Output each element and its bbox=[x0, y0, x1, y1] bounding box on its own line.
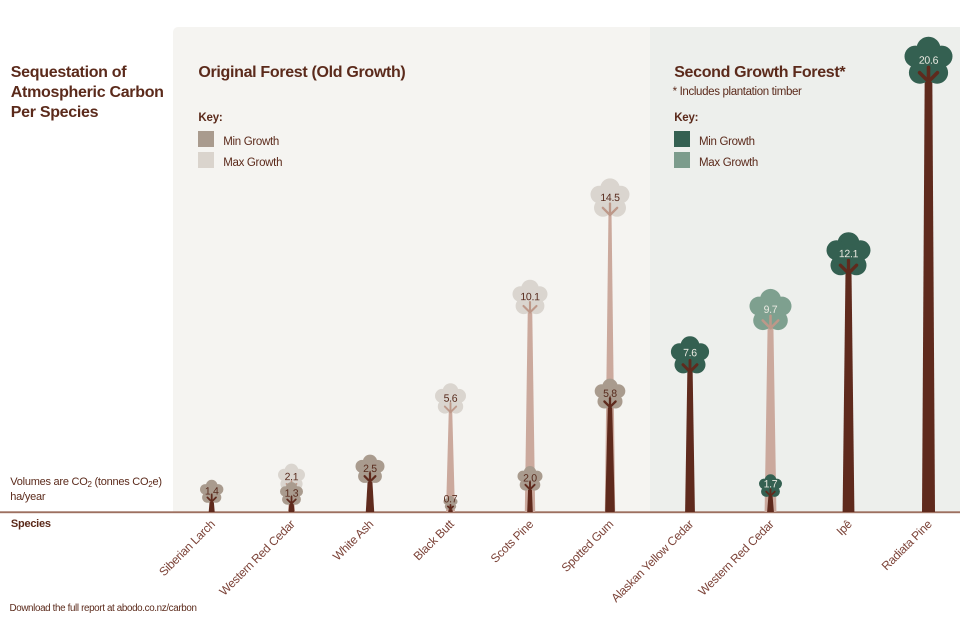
svg-text:Scots Pine: Scots Pine bbox=[488, 517, 537, 566]
svg-text:Spotted Gum: Spotted Gum bbox=[559, 517, 617, 575]
svg-text:2.5: 2.5 bbox=[363, 463, 377, 475]
svg-text:10.1: 10.1 bbox=[520, 291, 540, 303]
svg-text:Radiata Pine: Radiata Pine bbox=[879, 517, 935, 573]
svg-text:Alaskan Yellow Cedar: Alaskan Yellow Cedar bbox=[608, 517, 696, 605]
svg-text:5.8: 5.8 bbox=[603, 388, 617, 400]
svg-text:White Ash: White Ash bbox=[330, 517, 376, 563]
svg-text:7.6: 7.6 bbox=[683, 347, 697, 359]
svg-text:Siberian Larch: Siberian Larch bbox=[156, 517, 218, 579]
svg-text:Western Red Cedar: Western Red Cedar bbox=[216, 517, 297, 598]
svg-text:2.0: 2.0 bbox=[523, 472, 537, 484]
svg-text:5.6: 5.6 bbox=[444, 393, 458, 405]
svg-text:14.5: 14.5 bbox=[600, 192, 620, 204]
svg-text:0.7: 0.7 bbox=[444, 493, 458, 505]
svg-text:Black Butt: Black Butt bbox=[411, 517, 458, 564]
svg-text:Ipê: Ipê bbox=[834, 517, 856, 539]
svg-text:9.7: 9.7 bbox=[764, 304, 778, 316]
svg-text:1.3: 1.3 bbox=[285, 488, 299, 500]
svg-text:20.6: 20.6 bbox=[919, 55, 939, 67]
svg-text:2.1: 2.1 bbox=[285, 471, 299, 483]
svg-text:12.1: 12.1 bbox=[839, 248, 859, 260]
svg-text:1.7: 1.7 bbox=[764, 478, 778, 490]
svg-text:Western Red Cedar: Western Red Cedar bbox=[695, 517, 776, 598]
svg-text:1.4: 1.4 bbox=[205, 485, 219, 497]
